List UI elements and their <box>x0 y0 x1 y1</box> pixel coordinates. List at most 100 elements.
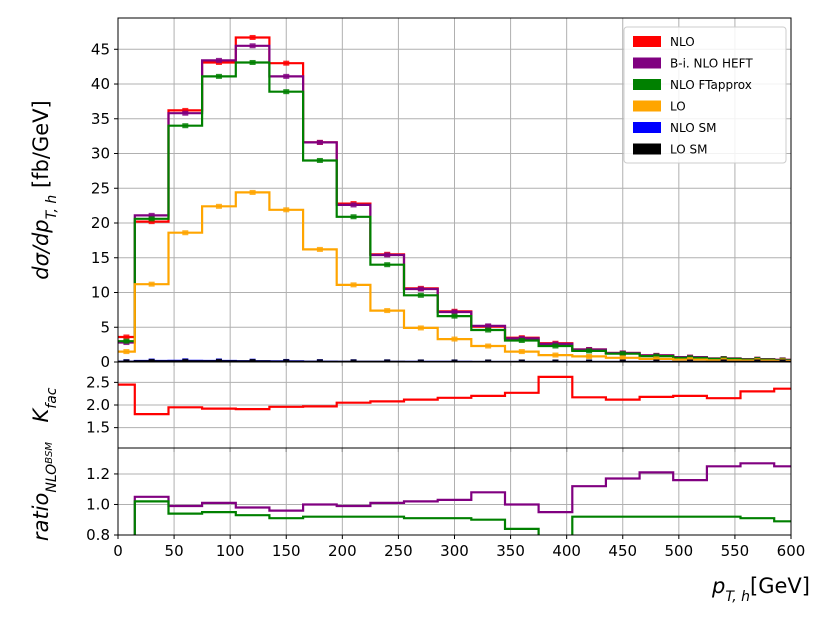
legend-label: NLO FTapprox <box>670 78 752 92</box>
ratio-panel: 0.8 1.0 1.2 ratioNLOBSM <box>29 442 792 544</box>
error-marker <box>451 313 458 319</box>
main-ylabel-main: dσ/dp <box>29 219 53 279</box>
error-marker <box>451 359 458 362</box>
error-marker <box>485 359 492 362</box>
x-tick-label: 450 <box>608 542 637 560</box>
legend-swatch <box>633 79 661 90</box>
legend-swatch <box>633 100 661 112</box>
x-tick-label: 100 <box>216 542 245 560</box>
error-marker <box>384 359 391 362</box>
error-marker <box>283 359 290 362</box>
x-tick-label: 150 <box>272 542 301 560</box>
error-marker <box>384 262 391 268</box>
x-tick-label: 500 <box>665 542 694 560</box>
legend-label: NLO <box>670 35 695 49</box>
x-axis-label-main: p <box>711 574 725 598</box>
main-ytick-label: 5 <box>100 318 110 336</box>
error-marker <box>148 212 155 218</box>
error-marker <box>123 334 130 340</box>
kfac-ytick-label: 2.5 <box>86 373 110 391</box>
kfac-ylabel-main: K <box>29 407 53 423</box>
error-marker <box>720 359 727 362</box>
error-marker <box>417 292 424 298</box>
error-marker <box>215 203 222 209</box>
error-marker <box>485 327 492 333</box>
x-tick-label: 200 <box>328 542 357 560</box>
main-ytick-label: 0 <box>100 353 110 371</box>
error-marker <box>586 359 593 362</box>
error-marker <box>417 286 424 292</box>
main-ytick-label: 20 <box>91 214 110 232</box>
kfac-ylabel: Kfac <box>29 387 60 422</box>
error-marker <box>316 157 323 163</box>
x-tick-label: 350 <box>496 542 525 560</box>
error-marker <box>182 358 189 362</box>
error-marker <box>451 336 458 342</box>
error-marker <box>316 246 323 252</box>
error-marker <box>350 359 357 362</box>
error-marker <box>148 216 155 222</box>
ratio-ytick-label: 0.8 <box>86 526 110 544</box>
x-tick-label: 250 <box>384 542 413 560</box>
error-marker <box>215 57 222 63</box>
error-marker <box>123 338 130 344</box>
kfac-panel: 1.5 2.0 2.5 Kfac <box>29 361 792 452</box>
error-marker <box>249 359 256 362</box>
error-marker <box>586 348 593 354</box>
error-marker <box>754 359 761 362</box>
ratio-ylabel: ratioNLOBSM <box>29 442 60 542</box>
error-marker <box>316 139 323 145</box>
x-axis-label: pT, h[GeV] <box>711 574 810 605</box>
x-tick-label: 600 <box>777 542 806 560</box>
error-marker <box>249 43 256 49</box>
error-marker <box>249 59 256 65</box>
error-marker <box>518 359 525 362</box>
legend-swatch <box>633 122 661 133</box>
error-marker <box>148 281 155 287</box>
error-marker <box>619 359 626 362</box>
main-ylabel: dσ/dpT, h [fb/GeV] <box>29 100 60 279</box>
error-marker <box>350 282 357 288</box>
error-marker <box>586 353 593 359</box>
error-marker <box>619 355 626 361</box>
ratio-data <box>133 462 791 535</box>
main-ylabel-unit: [fb/GeV] <box>29 100 53 194</box>
series-line-b-i-nlo-heft-nlo <box>133 462 791 535</box>
x-tick-label: 300 <box>440 542 469 560</box>
error-marker <box>687 359 694 362</box>
main-ytick-label: 25 <box>91 179 110 197</box>
main-ytick-label: 30 <box>91 145 110 163</box>
error-marker <box>249 189 256 195</box>
error-marker <box>182 107 189 113</box>
error-marker <box>653 356 660 362</box>
error-marker <box>518 349 525 355</box>
error-marker <box>552 359 559 362</box>
error-marker <box>182 230 189 236</box>
error-marker <box>283 89 290 95</box>
error-marker <box>123 349 130 355</box>
error-marker <box>123 359 130 362</box>
error-marker <box>485 343 492 349</box>
legend-label: NLO SM <box>670 121 716 135</box>
series-line-k-fac <box>118 375 791 416</box>
error-marker <box>451 309 458 315</box>
main-ytick-label: 35 <box>91 110 110 128</box>
series-line-nlo-ftapprox-nlo <box>133 500 791 535</box>
x-axis-label-sub: T, h <box>725 589 750 605</box>
x-tick-label: 550 <box>721 542 750 560</box>
error-marker <box>653 353 660 359</box>
legend-label: LO <box>670 100 686 114</box>
ratio-ytick-label: 1.0 <box>86 495 110 513</box>
error-marker <box>316 359 323 362</box>
error-marker <box>182 110 189 116</box>
error-marker <box>283 60 290 66</box>
x-tick-label: 50 <box>165 542 184 560</box>
error-marker <box>283 73 290 79</box>
legend: NLO B-i. NLO HEFT NLO FTapprox LO NLO SM LO S… <box>623 26 787 164</box>
main-ylabel-sub: T, h <box>44 195 60 220</box>
error-marker <box>350 214 357 220</box>
ratio-ylabel-subsub: BSM <box>44 442 55 464</box>
error-marker <box>148 358 155 362</box>
ratio-ylabel-sub: NLO <box>44 464 60 493</box>
